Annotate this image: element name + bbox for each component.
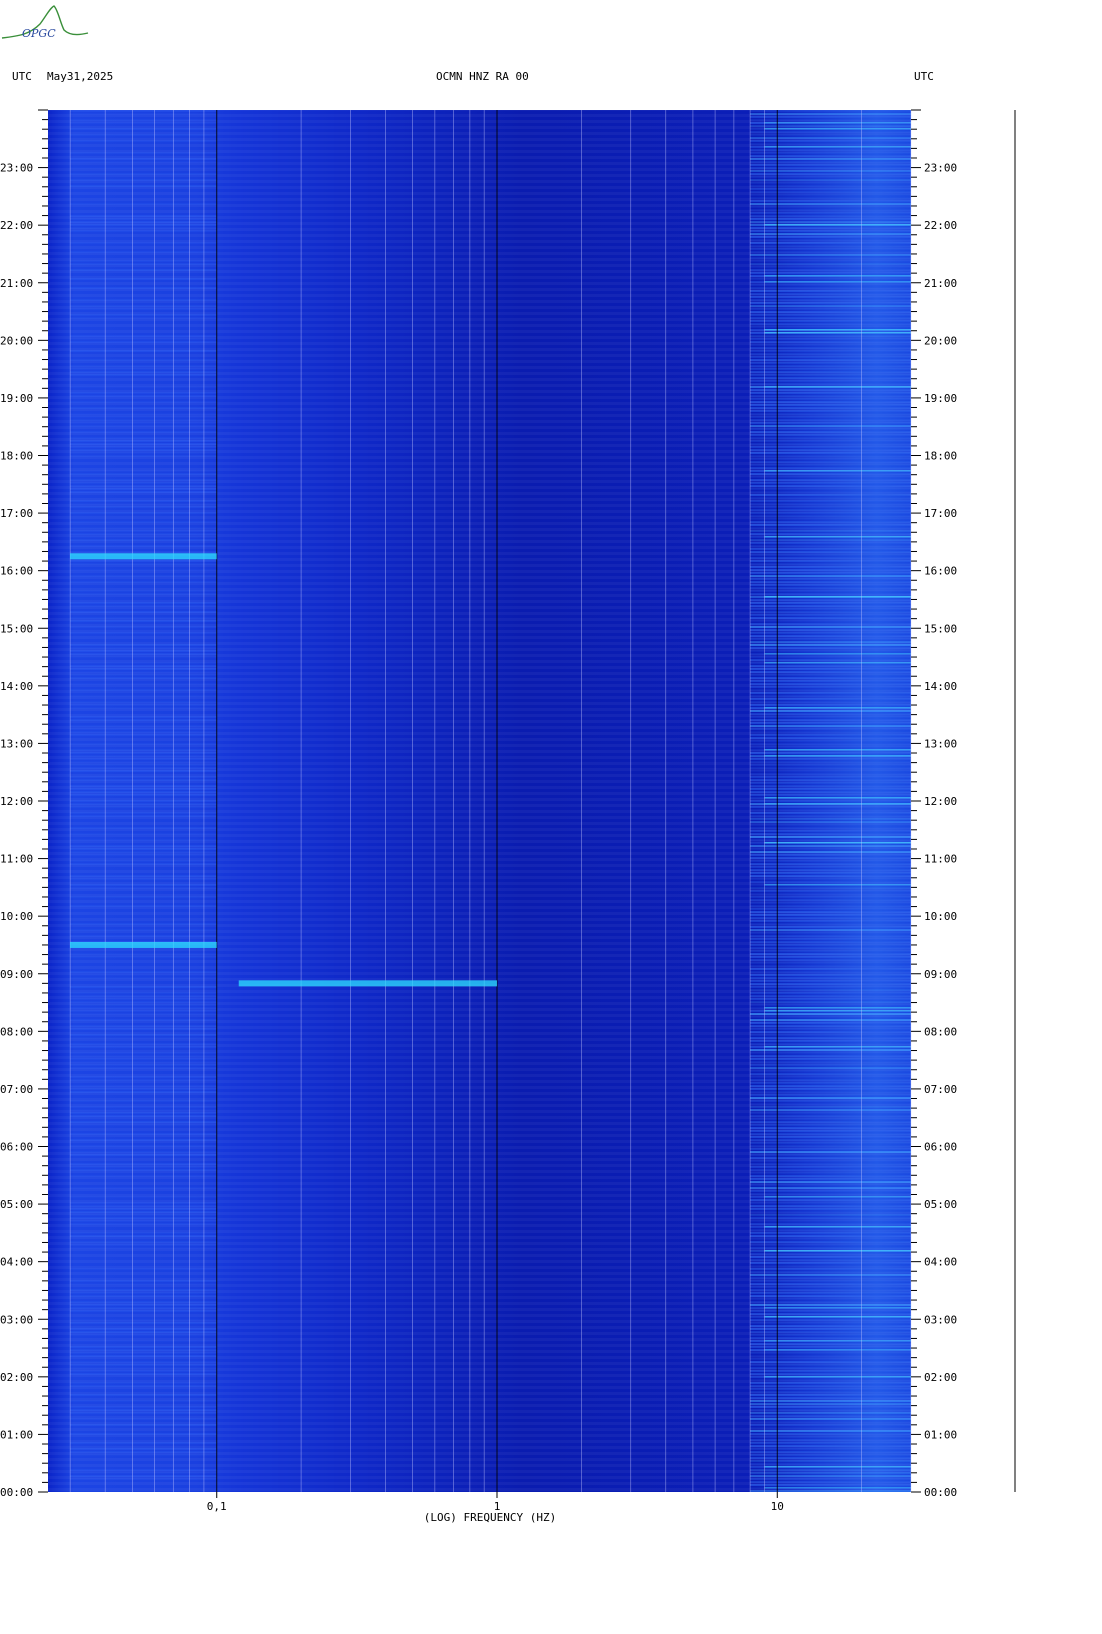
timezone-left-label: UTC [12, 70, 32, 83]
y-tick-label-left: 14:00 [0, 680, 33, 693]
frequency-axis: 0,1 1 10 [207, 1492, 784, 1513]
frequency-grid [69, 110, 912, 1492]
x-tick-label: 10 [771, 1500, 784, 1513]
y-tick-label-right: 23:00 [924, 162, 957, 175]
y-tick-label-left: 22:00 [0, 219, 33, 232]
station-title: OCMN HNZ RA 00 [436, 70, 529, 83]
y-tick-label-right: 09:00 [924, 968, 957, 981]
y-tick-label-right: 17:00 [924, 507, 957, 520]
y-tick-label-left: 02:00 [0, 1371, 33, 1384]
y-tick-label-left: 12:00 [0, 795, 33, 808]
time-axis: 00:00 00:00 01:00 01:00 02:00 02:00 03:00 03:00… [0, 109, 957, 1499]
y-tick-label-left: 06:00 [0, 1141, 33, 1154]
timezone-right-label: UTC [914, 70, 934, 83]
event-1615 [70, 553, 217, 560]
event-markers [70, 553, 498, 987]
y-tick-label-right: 01:00 [924, 1428, 957, 1441]
y-tick-label-left: 03:00 [0, 1313, 33, 1326]
event-0930 [70, 941, 217, 948]
y-tick-label-right: 02:00 [924, 1371, 957, 1384]
event-0850 [238, 980, 498, 987]
y-tick-label-left: 19:00 [0, 392, 33, 405]
opgc-logo: OPGC [1, 5, 89, 40]
y-tick-label-right: 10:00 [924, 910, 957, 923]
y-tick-label-left: 20:00 [0, 334, 33, 347]
x-axis-label: (LOG) FREQUENCY (HZ) [424, 1511, 556, 1524]
y-tick-label-left: 01:00 [0, 1428, 33, 1441]
x-tick-label: 0,1 [207, 1500, 227, 1513]
y-tick-label-right: 08:00 [924, 1025, 957, 1038]
svg-text:OPGC: OPGC [22, 27, 56, 40]
y-tick-label-right: 06:00 [924, 1141, 957, 1154]
y-tick-label-left: 17:00 [0, 507, 33, 520]
x-tick-label: 1 [494, 1500, 501, 1513]
y-tick-label-right: 19:00 [924, 392, 957, 405]
y-tick-label-left: 04:00 [0, 1256, 33, 1269]
y-tick-label-left: 16:00 [0, 565, 33, 578]
y-tick-label-left: 08:00 [0, 1025, 33, 1038]
y-tick-label-left: 00:00 [0, 1486, 33, 1499]
y-tick-label-left: 11:00 [0, 853, 33, 866]
y-tick-label-right: 21:00 [924, 277, 957, 290]
y-tick-label-right: 14:00 [924, 680, 957, 693]
y-tick-label-right: 12:00 [924, 795, 957, 808]
spectrogram-plot-area [48, 110, 911, 1492]
y-tick-label-left: 21:00 [0, 277, 33, 290]
y-tick-label-right: 04:00 [924, 1256, 957, 1269]
y-tick-label-left: 10:00 [0, 910, 33, 923]
y-tick-label-right: 11:00 [924, 853, 957, 866]
y-tick-label-left: 09:00 [0, 968, 33, 981]
y-tick-label-right: 16:00 [924, 565, 957, 578]
y-tick-label-left: 13:00 [0, 737, 33, 750]
y-tick-label-right: 00:00 [924, 1486, 957, 1499]
y-tick-label-left: 15:00 [0, 622, 33, 635]
y-tick-label-left: 23:00 [0, 162, 33, 175]
y-tick-label-right: 22:00 [924, 219, 957, 232]
y-tick-label-right: 18:00 [924, 450, 957, 463]
y-tick-label-left: 05:00 [0, 1198, 33, 1211]
y-tick-label-right: 05:00 [924, 1198, 957, 1211]
y-tick-label-right: 13:00 [924, 737, 957, 750]
date-label: May31,2025 [47, 70, 114, 83]
y-tick-label-left: 18:00 [0, 450, 33, 463]
y-tick-label-right: 15:00 [924, 622, 957, 635]
y-tick-label-right: 07:00 [924, 1083, 957, 1096]
y-tick-label-right: 03:00 [924, 1313, 957, 1326]
y-tick-label-right: 20:00 [924, 334, 957, 347]
y-tick-label-left: 07:00 [0, 1083, 33, 1096]
